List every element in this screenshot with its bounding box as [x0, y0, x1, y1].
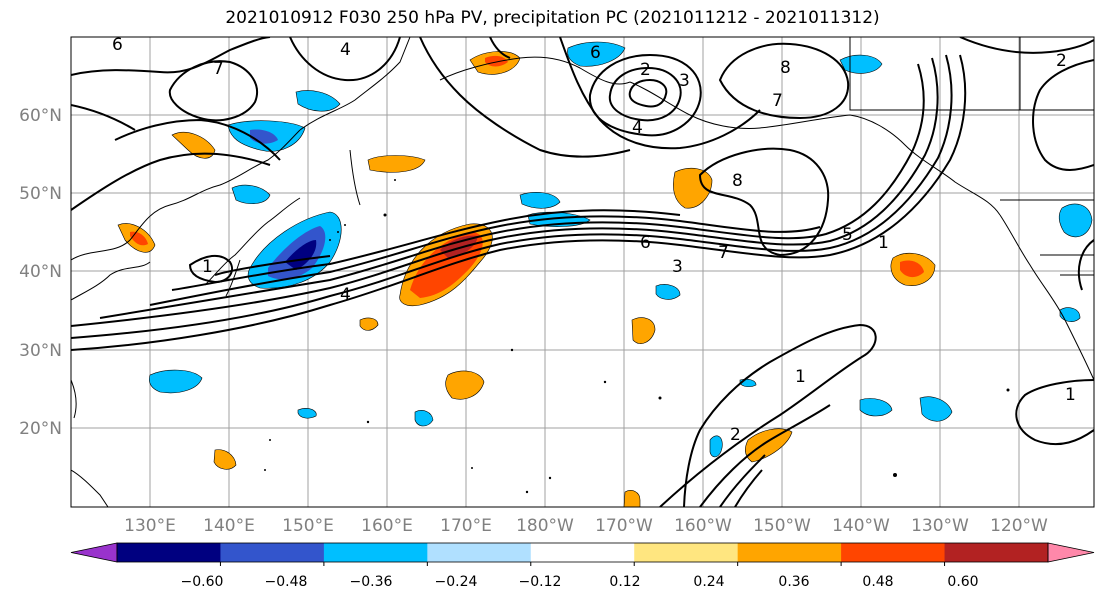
- contour-label: 1: [202, 257, 213, 277]
- longitude-labels: 130°E 140°E 150°E 160°E 170°E 180°W 170°…: [124, 516, 1048, 536]
- coastlines: [71, 37, 1094, 507]
- lat-label: 50°N: [19, 184, 62, 204]
- lon-label: 170°W: [595, 516, 653, 536]
- contour-label: 4: [340, 40, 351, 60]
- colorbar-segment: [427, 543, 532, 562]
- colorbar-tick-label: 0.48: [862, 574, 893, 590]
- colorbar-tick-label: 0.24: [693, 574, 724, 590]
- lat-label: 60°N: [19, 106, 62, 126]
- lon-label: 130°E: [124, 516, 176, 536]
- colorbar-tick-label: 0.60: [947, 574, 978, 590]
- contour-label: 8: [780, 58, 791, 78]
- colorbar-ticks: −0.60 −0.48 −0.36 −0.24 −0.12 0.12 0.24 …: [181, 574, 979, 590]
- contour-label: 4: [340, 285, 351, 305]
- contour-label: 6: [112, 35, 123, 55]
- colorbar-segment: [323, 543, 428, 562]
- colorbar-tick-label: −0.60: [181, 574, 224, 590]
- colorbar-tick-label: −0.12: [519, 574, 562, 590]
- contour-label: 2: [1056, 51, 1067, 71]
- contour-label: 8: [732, 171, 743, 191]
- colorbar-segment: [944, 543, 1049, 562]
- lon-label: 120°W: [990, 516, 1048, 536]
- colorbar-extend-max: [1047, 542, 1095, 563]
- contour-label: 7: [718, 243, 729, 263]
- lon-label: 150°E: [282, 516, 334, 536]
- contour-label: 5: [842, 225, 853, 245]
- contour-label: 4: [632, 118, 643, 138]
- lat-label: 20°N: [19, 419, 62, 439]
- map-border: [70, 36, 1095, 508]
- colorbar-segment: [530, 543, 635, 562]
- contour-label: 7: [213, 59, 224, 79]
- contour-label: 1: [1065, 385, 1076, 405]
- precip-negative-anomalies: [149, 41, 1093, 458]
- colorbar-outline: [116, 542, 1049, 563]
- colorbar-segment: [117, 543, 221, 562]
- colorbar-segment: [634, 543, 739, 562]
- contour-label: 1: [795, 367, 806, 387]
- lon-label: 180°W: [516, 516, 574, 536]
- colorbar-segment: [220, 543, 325, 562]
- lon-label: 170°E: [440, 516, 492, 536]
- lat-label: 40°N: [19, 262, 62, 282]
- pv-contour-labels: 6 7 6 4 2 3 4 8 7 8 6 7 3 4 5 1 1 1 1 2 …: [112, 35, 1076, 445]
- colorbar-tick-label: −0.48: [265, 574, 308, 590]
- pv-contours: [71, 37, 1094, 507]
- lon-label: 140°E: [203, 516, 255, 536]
- colorbar-tick-label: 0.36: [778, 574, 809, 590]
- contour-label: 1: [878, 233, 889, 253]
- lon-label: 140°W: [832, 516, 890, 536]
- colorbar: [70, 542, 1095, 566]
- contour-label: 6: [590, 43, 601, 63]
- contour-label: 3: [672, 257, 683, 277]
- lon-label: 130°W: [911, 516, 969, 536]
- colorbar-tick-label: 0.12: [609, 574, 640, 590]
- lon-label: 160°W: [674, 516, 732, 536]
- lat-label: 30°N: [19, 341, 62, 361]
- precip-positive-anomalies: [117, 51, 936, 507]
- latitude-labels: 60°N 50°N 40°N 30°N 20°N: [19, 106, 62, 439]
- contour-label: 2: [640, 60, 651, 80]
- contour-label: 6: [640, 233, 651, 253]
- islands: [264, 179, 1010, 494]
- lon-label: 160°E: [361, 516, 413, 536]
- colorbar-tick-label: −0.36: [350, 574, 393, 590]
- map-title: 2021010912 F030 250 hPa PV, precipitatio…: [225, 8, 880, 28]
- colorbar-segment: [737, 543, 842, 562]
- colorbar-extend-min: [70, 542, 118, 563]
- contour-label: 7: [772, 91, 783, 111]
- contour-label: 3: [679, 71, 690, 91]
- lon-label: 150°W: [753, 516, 811, 536]
- contour-label: 2: [730, 425, 741, 445]
- colorbar-tick-label: −0.24: [435, 574, 478, 590]
- colorbar-segment: [841, 543, 946, 562]
